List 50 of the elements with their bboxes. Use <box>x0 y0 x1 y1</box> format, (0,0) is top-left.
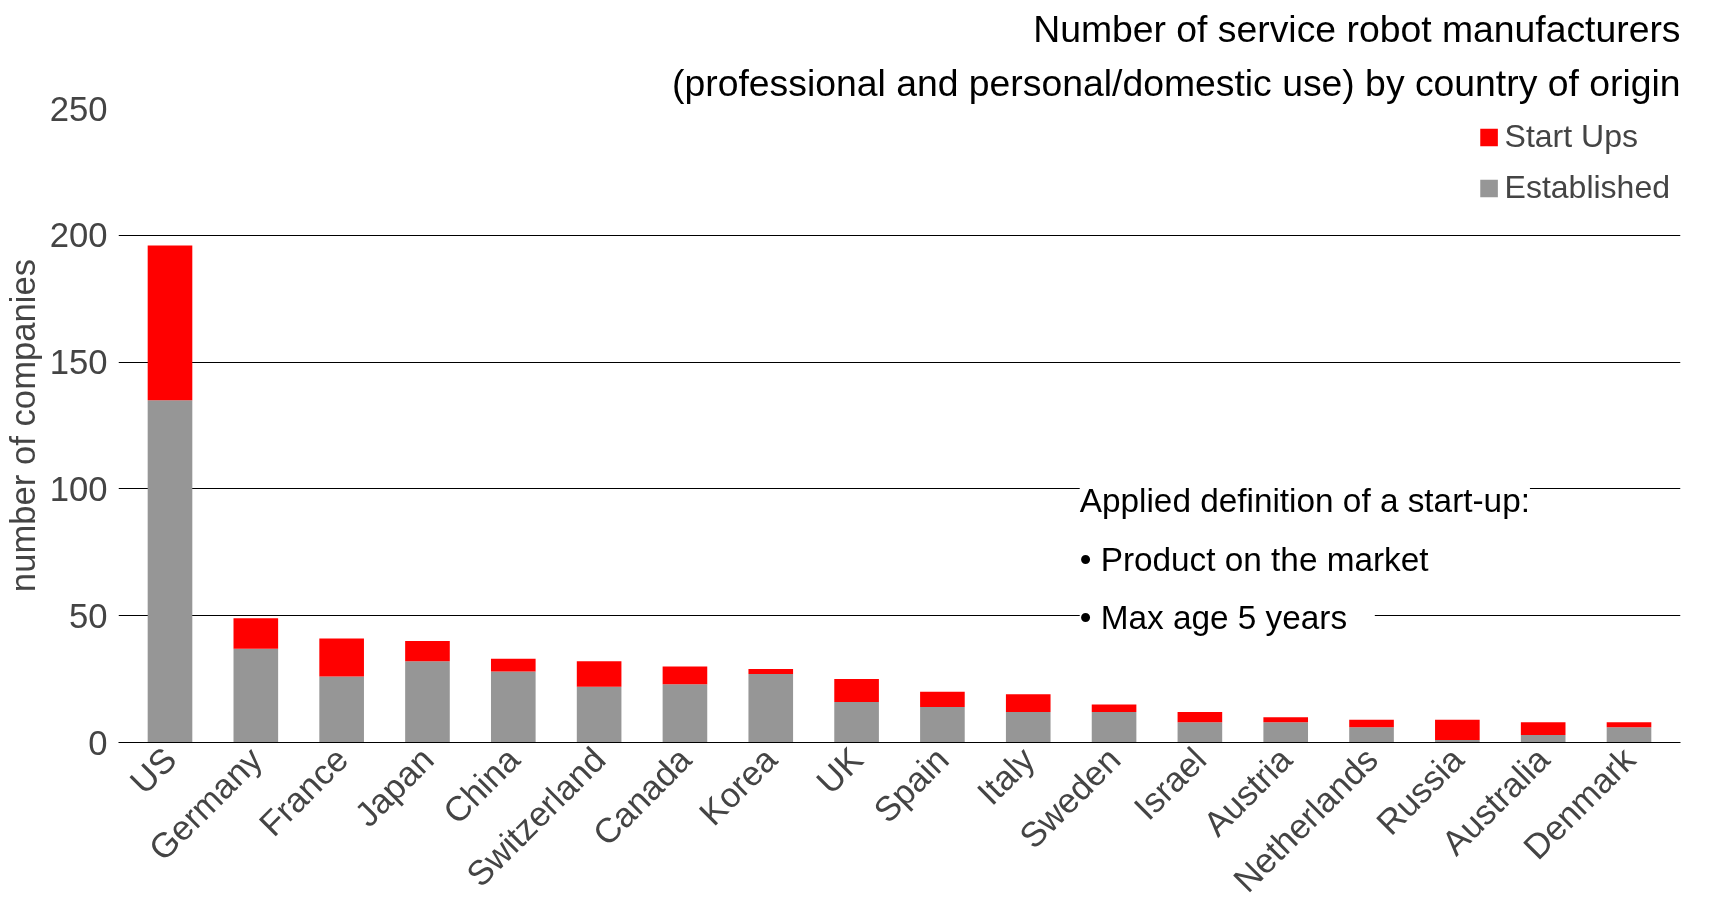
bar <box>233 618 279 649</box>
bar <box>147 400 193 743</box>
y-tick-label: 250 <box>49 89 108 128</box>
bar <box>834 679 879 702</box>
bar <box>1177 722 1223 743</box>
bar <box>1091 704 1137 713</box>
bar <box>233 648 279 743</box>
bar <box>1005 694 1051 713</box>
bar <box>405 661 450 743</box>
bar <box>662 666 708 685</box>
bar <box>748 674 794 743</box>
bar <box>1263 717 1309 723</box>
bar <box>490 658 536 672</box>
bar <box>748 668 794 675</box>
y-tick-label: 50 <box>68 596 108 635</box>
bar <box>834 701 879 743</box>
bar <box>576 661 622 687</box>
legend-label: Start Ups <box>1504 118 1638 155</box>
bar <box>1349 719 1394 728</box>
bar <box>1263 722 1309 743</box>
bar <box>1520 734 1566 743</box>
chart-subtitle: (professional and personal/domestic use) by country of origin <box>672 61 1681 104</box>
bar <box>1005 712 1051 743</box>
annotation: Applied definition of a start-up: <box>1079 482 1530 520</box>
bar <box>147 245 193 401</box>
legend-label: Established <box>1504 169 1670 206</box>
bar <box>662 684 708 743</box>
chart-title: Number of service robot manufacturers <box>1033 7 1681 50</box>
bar <box>920 691 965 707</box>
bar <box>1091 712 1137 743</box>
bar <box>1606 727 1652 743</box>
y-tick-label: 0 <box>88 723 108 762</box>
bar <box>1177 712 1223 723</box>
bar <box>920 707 965 743</box>
bar <box>1349 727 1394 743</box>
bar <box>490 671 536 743</box>
bar <box>1520 722 1566 735</box>
bar <box>576 686 622 743</box>
y-tick-label: 150 <box>49 343 108 382</box>
annotation: • Max age 5 years <box>1079 598 1348 636</box>
bar <box>1435 719 1480 740</box>
bar <box>319 676 364 743</box>
annotation: • Product on the market <box>1079 540 1430 578</box>
y-axis-title: number of companies <box>3 258 42 593</box>
bar <box>319 638 364 677</box>
x-tick-label: UK <box>809 740 871 801</box>
y-tick-label: 100 <box>49 469 108 508</box>
y-tick-label: 200 <box>49 216 108 255</box>
bar <box>1606 722 1652 728</box>
bar <box>405 641 450 662</box>
